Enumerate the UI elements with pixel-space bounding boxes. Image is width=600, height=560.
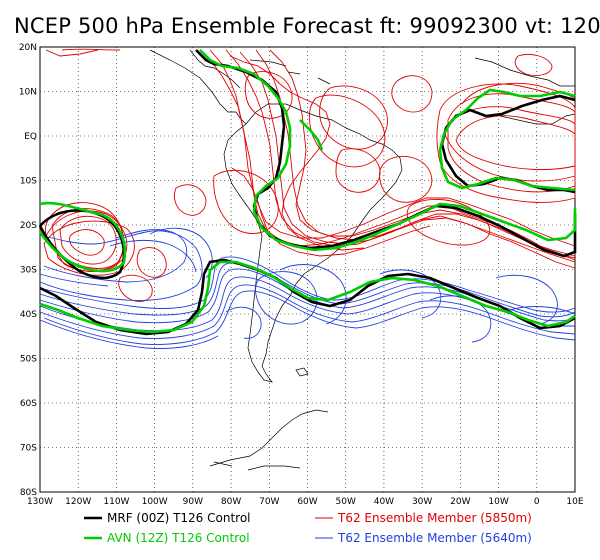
lat-label: EQ bbox=[24, 132, 37, 142]
lat-label: 20N bbox=[19, 43, 37, 53]
lat-label: 60S bbox=[20, 399, 37, 409]
lon-label: 110W bbox=[103, 497, 129, 507]
lon-label: 120W bbox=[65, 497, 91, 507]
lat-label: 10N bbox=[19, 88, 37, 98]
lon-label: 20W bbox=[450, 497, 470, 507]
lat-label: 30S bbox=[20, 266, 37, 276]
lat-label: 70S bbox=[20, 444, 37, 454]
lon-label: 130W bbox=[27, 497, 53, 507]
legend-label-ens-5850: T62 Ensemble Member (5850m) bbox=[337, 511, 532, 525]
legend-label-mrf: MRF (00Z) T126 Control bbox=[107, 511, 251, 525]
lat-label: 10S bbox=[20, 177, 37, 187]
latitude-labels: 20N 10N EQ 10S 20S 30S 40S 50S 60S 70S 80S bbox=[19, 43, 37, 498]
lon-label: 50W bbox=[336, 497, 356, 507]
lon-label: 0 bbox=[534, 497, 540, 507]
coastline-africa bbox=[474, 57, 576, 125]
lon-label: 100W bbox=[142, 497, 168, 507]
coastline-south-america bbox=[223, 103, 403, 383]
legend-label-ens-5640: T62 Ensemble Member (5640m) bbox=[337, 531, 532, 545]
lat-label: 20S bbox=[20, 221, 37, 231]
lon-label: 80W bbox=[221, 497, 241, 507]
longitude-labels: 130W 120W 110W 100W 90W 80W 70W 60W 50W 40W 30W 20W… bbox=[27, 497, 584, 507]
legend: MRF (00Z) T126 Control AVN (12Z) T126 Co… bbox=[84, 511, 532, 545]
lon-label: 90W bbox=[183, 497, 203, 507]
lon-label: 30W bbox=[412, 497, 432, 507]
coastlines bbox=[149, 49, 576, 471]
coastline-caribbean bbox=[249, 59, 331, 85]
coastline-central-america bbox=[149, 49, 247, 125]
avn-control-contours bbox=[38, 49, 577, 334]
coastline-antarctica bbox=[209, 409, 329, 471]
map-title: NCEP 500 hPa Ensemble Forecast ft: 99092… bbox=[14, 14, 600, 38]
lon-label: 10E bbox=[566, 497, 583, 507]
lon-label: 40W bbox=[374, 497, 394, 507]
lon-label: 10W bbox=[488, 497, 508, 507]
lon-label: 70W bbox=[259, 497, 279, 507]
legend-label-avn: AVN (12Z) T126 Control bbox=[107, 531, 250, 545]
lat-label: 80S bbox=[20, 488, 37, 498]
coastline-falklands bbox=[295, 367, 309, 377]
lat-label: 50S bbox=[20, 355, 37, 365]
lat-label: 40S bbox=[20, 310, 37, 320]
lon-label: 60W bbox=[297, 497, 317, 507]
